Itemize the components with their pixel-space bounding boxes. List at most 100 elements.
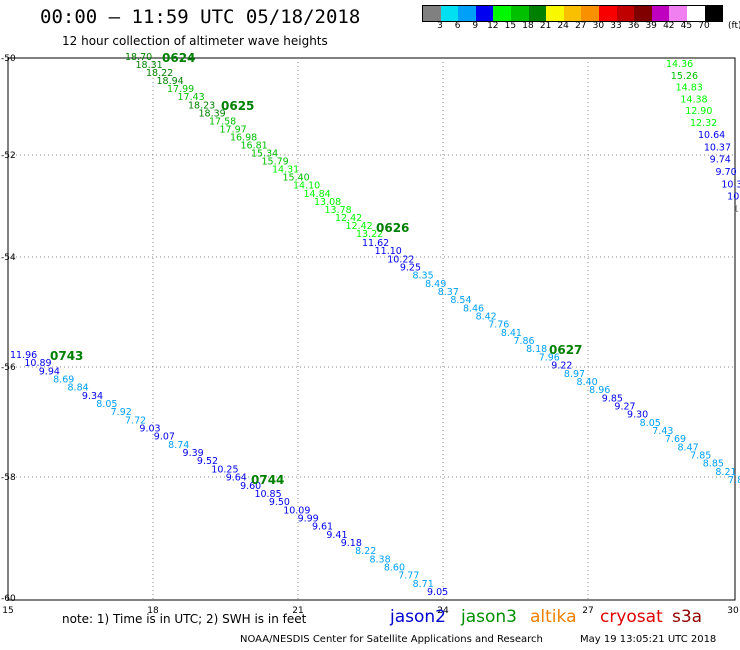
legend-swatch [563,6,582,21]
wave-height-value: 15.79 [262,157,289,168]
wave-height-value: 18.31 [136,60,163,71]
wave-height-value: 17.99 [167,84,194,95]
legend-swatch [528,6,547,21]
wave-height-value: 10.85 [254,489,281,500]
legend-swatch [493,6,511,21]
wave-height-value: 9.52 [197,456,218,467]
wave-height-value: 14.10 [293,181,320,192]
wave-height-value: 7.96 [539,352,560,363]
wave-height-value: 7.86 [513,336,534,347]
wave-height-value: 9.70 [716,167,737,178]
wave-height-value: 12.42 [346,221,373,232]
satellite-jason2-label: jason2 [390,607,446,627]
longitude-tick-label: 30 [727,606,739,616]
wave-height-value: 16.81 [241,141,268,152]
wave-height-value: 10.25 [211,464,238,475]
legend-label: 30 [592,21,605,31]
wave-height-value: 10.22 [387,254,414,265]
legend-swatch [616,6,635,21]
wave-height-value: 13.22 [356,229,383,240]
wave-height-value: 9.64 [226,473,247,484]
wave-height-value: 14.36 [666,59,693,70]
map-title: 00:00 – 11:59 UTC 05/18/2018 [40,6,361,28]
wave-height-value: 10.64 [698,130,725,141]
latitude-tick-label: -54 [1,253,16,263]
wave-height-value: 8.46 [463,303,484,314]
longitude-tick-label: 18 [147,606,159,616]
wave-height-value: 7.77 [398,571,419,582]
wave-height-value: 8.96 [589,385,610,396]
legend-label: 39 [645,21,657,31]
wave-height-value: 9.74 [710,155,731,166]
legend-label: 27 [575,21,587,31]
legend-label: 12 [487,21,499,31]
legend-swatch [686,6,705,21]
legend-swatch [651,6,670,21]
wave-height-value: 8.60 [384,562,405,573]
wave-height-value: 8.97 [564,369,585,380]
satellite-altika-label: altika [530,607,577,627]
wave-height-value: 18.70 [125,52,152,63]
wave-height-value: 8.47 [678,442,699,453]
legend-swatch [440,6,459,21]
wave-height-value: 9.05 [427,587,448,598]
wave-height-value: 8.18 [526,344,547,355]
map-subtitle: 12 hour collection of altimeter wave hei… [62,34,328,48]
legend-swatch [704,6,723,21]
wave-height-value: 14.38 [680,94,707,105]
wave-height-value: 9.50 [269,497,290,508]
satellite-jason3-label: jason3 [461,607,517,627]
wave-height-value: 12.32 [690,118,717,129]
legend-label: 18 [522,21,534,31]
legend-swatch [423,6,441,21]
legend-swatch [475,6,494,21]
wave-height-value: 9.85 [602,393,623,404]
wave-height-value: 10.09 [283,505,310,516]
legend-label: 15 [504,21,517,31]
wave-height-value: 9.61 [312,522,333,533]
wave-height-value: 9.99 [298,513,319,524]
wave-height-value: 7.69 [665,434,686,445]
legend-label: 70 [698,21,710,31]
wave-height-value: 16.98 [230,132,257,143]
legend-swatch [581,6,599,21]
wave-height-value: 17.58 [209,116,236,127]
wave-height-value: 9.03 [139,424,160,435]
wave-height-value: 9.94 [39,366,60,377]
satellite-cryosat-label: cryosat [600,607,663,627]
wave-height-value: 12.90 [685,106,712,117]
wave-height-value: 7.85 [690,450,711,461]
wave-height-value: 18.23 [188,100,215,111]
wave-height-value: 8.84 [68,383,89,394]
wave-height-value: 9.30 [627,410,648,421]
longitude-tick-label: 24 [437,606,449,616]
legend-label: 33 [610,21,622,31]
wave-height-value: 15.40 [283,173,310,184]
wave-height-value: 7.92 [111,407,132,418]
wave-height-value: 18.39 [199,108,226,119]
legend-label: 42 [663,21,675,31]
wave-height-value: 8.05 [640,418,661,429]
wave-height-value: 10.37 [704,142,731,153]
wave-height-value: 7.72 [125,415,146,426]
wave-height-value: 8.54 [450,295,471,306]
wave-height-value: 8.42 [476,312,497,323]
wave-height-value: 14.31 [272,165,299,176]
wave-height-value: 8.85 [703,459,724,470]
wave-height-value: 17.97 [220,124,247,135]
credit-line: NOAA/NESDIS Center for Satellite Applica… [240,634,543,645]
wave-height-value: 8.22 [355,546,376,557]
wave-height-value: 9.41 [326,530,347,541]
longitude-tick-label: 15 [2,606,13,616]
legend-unit: (ft) [728,21,740,31]
wave-height-value: 8.21 [715,467,736,478]
legend-swatch [510,6,529,21]
legend-label: 45 [680,21,693,31]
legend-label: 36 [627,21,640,31]
map-frame [7,57,736,601]
longitude-tick-label: 21 [292,606,303,616]
legend-label: 24 [557,21,569,31]
legend-swatch [669,6,687,21]
wave-height-value: 8.37 [438,287,459,298]
